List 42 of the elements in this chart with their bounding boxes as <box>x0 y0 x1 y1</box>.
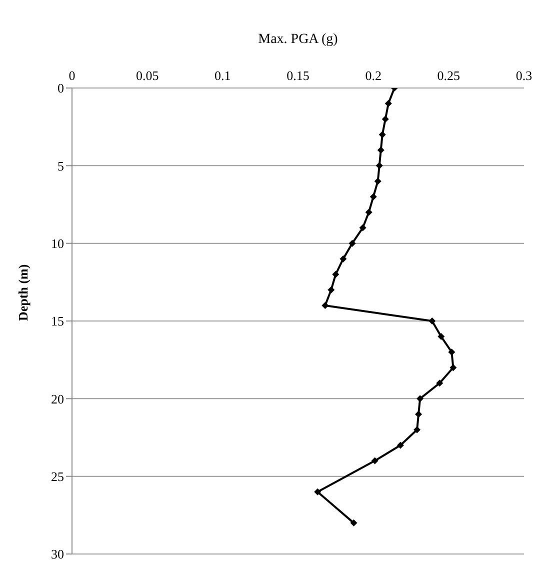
point <box>450 364 457 372</box>
x-tick-label: 0.2 <box>365 68 382 83</box>
point <box>448 348 456 356</box>
y-tick-label: 20 <box>51 391 64 406</box>
y-tick-label: 15 <box>51 314 64 329</box>
point <box>436 380 444 387</box>
point <box>376 162 383 170</box>
point <box>438 333 445 340</box>
y-tick-label: 10 <box>51 236 64 251</box>
point <box>365 208 372 216</box>
y-tick-label: 0 <box>58 80 64 96</box>
x-tick-label: 0.15 <box>286 68 310 83</box>
point <box>415 410 422 418</box>
point <box>348 240 356 247</box>
x-tick-label: 0 <box>68 68 76 83</box>
point <box>332 270 340 278</box>
x-tick-label: 0.25 <box>437 68 460 83</box>
x-axis-title: Max. PGA (g) <box>258 32 338 47</box>
point <box>428 318 436 324</box>
y-axis-title: Depth (m) <box>16 264 31 321</box>
point <box>359 224 366 232</box>
y-tick-label: 30 <box>51 546 64 562</box>
point <box>416 395 424 402</box>
x-tick-label: 0.3 <box>516 68 532 83</box>
point <box>382 116 389 123</box>
point <box>384 100 392 108</box>
y-tick-label: 5 <box>58 158 64 174</box>
x-tick-label: 0.05 <box>136 68 159 83</box>
point <box>328 286 335 294</box>
point <box>340 255 347 262</box>
point <box>322 302 329 309</box>
point <box>396 442 404 449</box>
point <box>378 131 386 138</box>
point <box>377 146 384 154</box>
point <box>370 193 377 200</box>
point <box>350 519 358 526</box>
point <box>374 178 382 185</box>
point <box>314 488 322 496</box>
x-tick-label: 0.1 <box>214 68 231 83</box>
point <box>414 426 421 434</box>
y-tick-label: 25 <box>51 468 64 484</box>
point <box>371 457 378 464</box>
